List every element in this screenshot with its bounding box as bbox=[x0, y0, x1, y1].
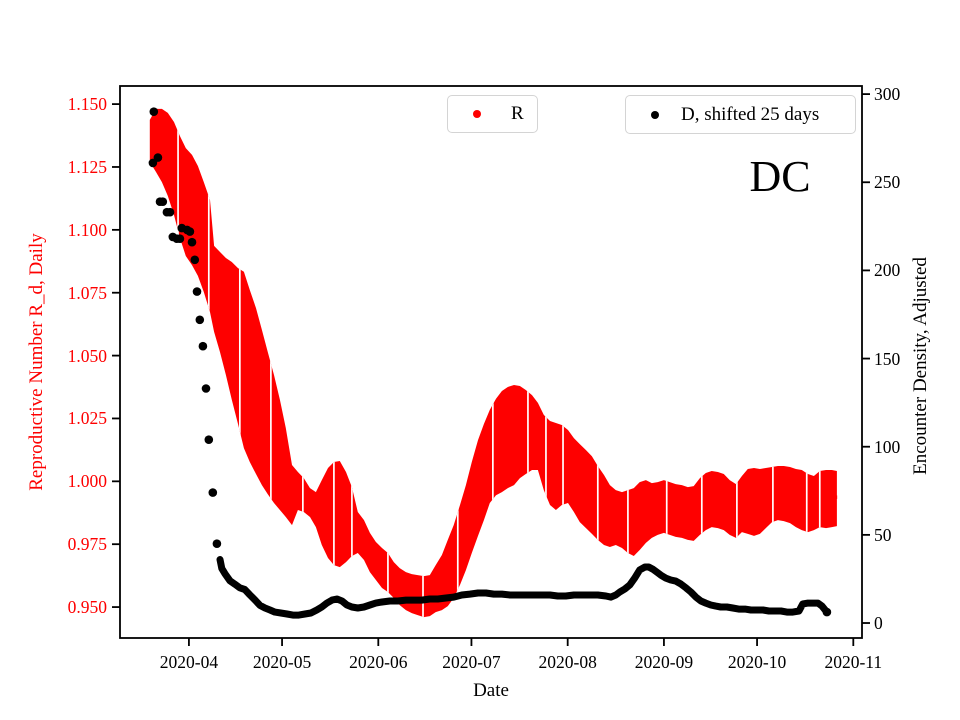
y-left-tick-label: 0.950 bbox=[67, 597, 107, 618]
density-dot bbox=[212, 539, 222, 548]
legend-r: R bbox=[447, 95, 538, 133]
density-dot bbox=[175, 234, 185, 243]
density-dot bbox=[195, 315, 205, 325]
density-dot bbox=[153, 153, 163, 162]
x-tick-label: 2020-06 bbox=[349, 652, 408, 672]
legend-r-label: R bbox=[511, 103, 524, 124]
y-left-tick-label: 1.025 bbox=[67, 408, 107, 429]
density-dot bbox=[187, 237, 197, 247]
density-dot bbox=[190, 255, 200, 265]
density-series-marker-icon bbox=[651, 110, 659, 119]
density-dot bbox=[192, 287, 202, 296]
y-right-tick-label: 200 bbox=[874, 260, 901, 281]
y-right-tick-label: 50 bbox=[874, 524, 892, 545]
y-right-tick-label: 250 bbox=[874, 172, 901, 193]
y-right-tick-label: 100 bbox=[874, 436, 901, 457]
state-annotation: DC bbox=[749, 152, 811, 201]
density-curve bbox=[216, 556, 831, 619]
y-right-tick-label: 0 bbox=[874, 613, 883, 633]
legend-d-label: D, shifted 25 days bbox=[681, 103, 820, 125]
density-dot bbox=[201, 384, 211, 393]
density-dot bbox=[198, 341, 208, 351]
density-dot bbox=[158, 197, 168, 206]
r-series-marker-icon bbox=[473, 110, 481, 118]
x-tick-label: 2020-08 bbox=[538, 652, 597, 672]
x-tick-label: 2020-04 bbox=[159, 652, 219, 672]
density-dot bbox=[185, 227, 195, 236]
x-tick-label: 2020-09 bbox=[634, 652, 694, 672]
y-right-tick-label: 300 bbox=[874, 84, 901, 105]
y-left-tick-label: 1.050 bbox=[67, 345, 107, 366]
density-dot bbox=[149, 107, 159, 116]
x-tick-label: 2020-11 bbox=[824, 652, 883, 672]
y-left-tick-label: 1.100 bbox=[67, 219, 107, 240]
y-left-tick-label: 1.000 bbox=[67, 471, 107, 492]
y-left-tick-label: 1.125 bbox=[67, 156, 107, 177]
x-tick-label: 2020-05 bbox=[252, 652, 312, 672]
y-left-tick-label: 1.150 bbox=[67, 94, 107, 115]
x-tick-label: 2020-10 bbox=[727, 652, 787, 672]
x-tick-label: 2020-07 bbox=[442, 652, 501, 672]
x-axis-label: Date bbox=[473, 680, 509, 701]
density-dot bbox=[165, 207, 175, 217]
r-errorbar-band bbox=[149, 108, 837, 618]
y-left-tick-label: 0.975 bbox=[67, 534, 107, 555]
y-left-tick-label: 1.075 bbox=[67, 282, 107, 303]
y-right-tick-label: 150 bbox=[874, 348, 901, 369]
legend-d: D, shifted 25 days bbox=[625, 95, 856, 134]
density-dot bbox=[204, 435, 214, 445]
density-dot bbox=[208, 488, 218, 497]
density-dot bbox=[822, 607, 832, 617]
plot-border bbox=[119, 85, 863, 639]
